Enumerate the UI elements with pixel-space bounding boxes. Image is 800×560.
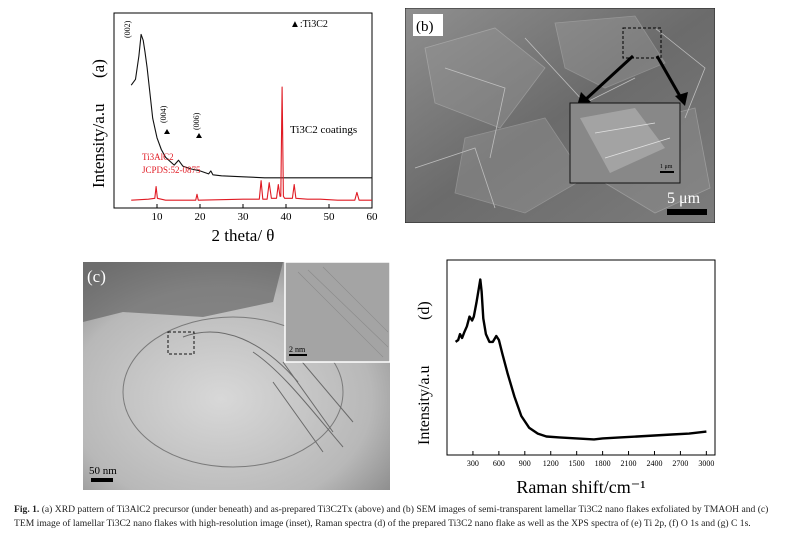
xrd-x-ticks: 10 20 30 40 50 60 [152,204,379,223]
raman-x-tick-label-8: 2700 [672,459,688,468]
xrd-ti3alc2-label: Ti3AlC2 [142,152,174,162]
raman-x-tick-label-1: 600 [493,459,505,468]
tem-panel-label: (c) [87,267,106,286]
caption-label: Fig. 1. [14,504,40,515]
tem-zoom-box [167,331,195,355]
xrd-chart: 10 20 30 40 50 60 (a) Intensity/a.u 2 theta/ … [89,12,379,245]
sem-image: 1 μm (b) 5 μm [405,8,715,223]
xrd-frame [113,12,373,209]
raman-x-tick-label-6: 2100 [621,459,637,468]
raman-x-tick-label-5: 1800 [595,459,611,468]
tem-inset-scale-label: 2 nm [289,345,306,354]
xrd-series-line-1 [131,86,372,201]
tem-image: 2 nm (c) 50 nm [83,262,390,490]
raman-x-tick-label-2: 900 [519,459,531,468]
sem-panel-label: (b) [416,19,434,35]
xrd-ti3c2-label: Ti3C2 coatings [290,124,357,136]
xrd-series [130,33,372,201]
xrd-series-line-0 [130,33,372,179]
xrd-jcpds-label: JCPDS:52-0875 [142,165,201,175]
sem-zoom-box [622,27,662,59]
tem-flake [122,316,354,468]
xrd-x-axis-label: 2 theta/ θ [212,226,275,245]
tem-scale-label: 50 nm [89,465,117,477]
raman-x-tick-label-9: 3000 [698,459,714,468]
raman-x-axis-label: Raman shift/cm⁻¹ [516,477,645,497]
xrd-x-tick-label-0: 10 [152,211,164,223]
sem-inset-scale-label: 1 μm [660,164,673,170]
raman-y-axis-label: Intensity/a.u [416,365,433,445]
xrd-x-tick-label-3: 40 [281,211,293,223]
sem-scale-label: 5 μm [667,190,701,207]
xrd-x-tick-label-1: 20 [195,211,207,223]
sem-scale-bar [667,209,707,215]
xrd-peak-004: (004) [159,105,168,123]
xrd-x-tick-label-4: 50 [324,211,336,223]
raman-x-ticks: 300 600 900 1200 1500 1800 2100 2400 2700 3000 [467,451,714,468]
xrd-panel-label: (a) [89,59,108,78]
raman-series [454,278,707,441]
raman-x-tick-label-7: 2400 [646,459,662,468]
sem-inset: 1 μm [569,102,681,184]
tem-inset: 2 nm [284,262,390,363]
raman-x-tick-label-3: 1200 [543,459,559,468]
caption-text: (a) XRD pattern of Ti3AlC2 precursor (un… [14,504,769,529]
sem-flakes [414,15,711,214]
xrd-marker-006 [196,133,202,138]
xrd-y-axis-label: Intensity/a.u [89,103,108,188]
xrd-marker-004 [164,129,170,134]
xrd-x-tick-label-2: 30 [238,211,250,223]
figure-caption: Fig. 1. (a) XRD pattern of Ti3AlC2 precu… [14,503,786,531]
raman-x-tick-label-0: 300 [467,459,479,468]
raman-series-line-0 [454,278,707,441]
raman-x-tick-label-4: 1500 [569,459,585,468]
xrd-peak-006: (006) [192,112,201,130]
tem-scale-bar [91,478,113,482]
xrd-x-tick-label-5: 60 [367,211,379,223]
xrd-legend: ▲:Ti3C2 [290,19,328,30]
raman-panel-label: (d) [416,301,433,320]
raman-chart: 300 600 900 1200 1500 1800 2100 2400 2700 3000 (d… [416,259,716,497]
xrd-peak-002: (002) [123,20,132,38]
